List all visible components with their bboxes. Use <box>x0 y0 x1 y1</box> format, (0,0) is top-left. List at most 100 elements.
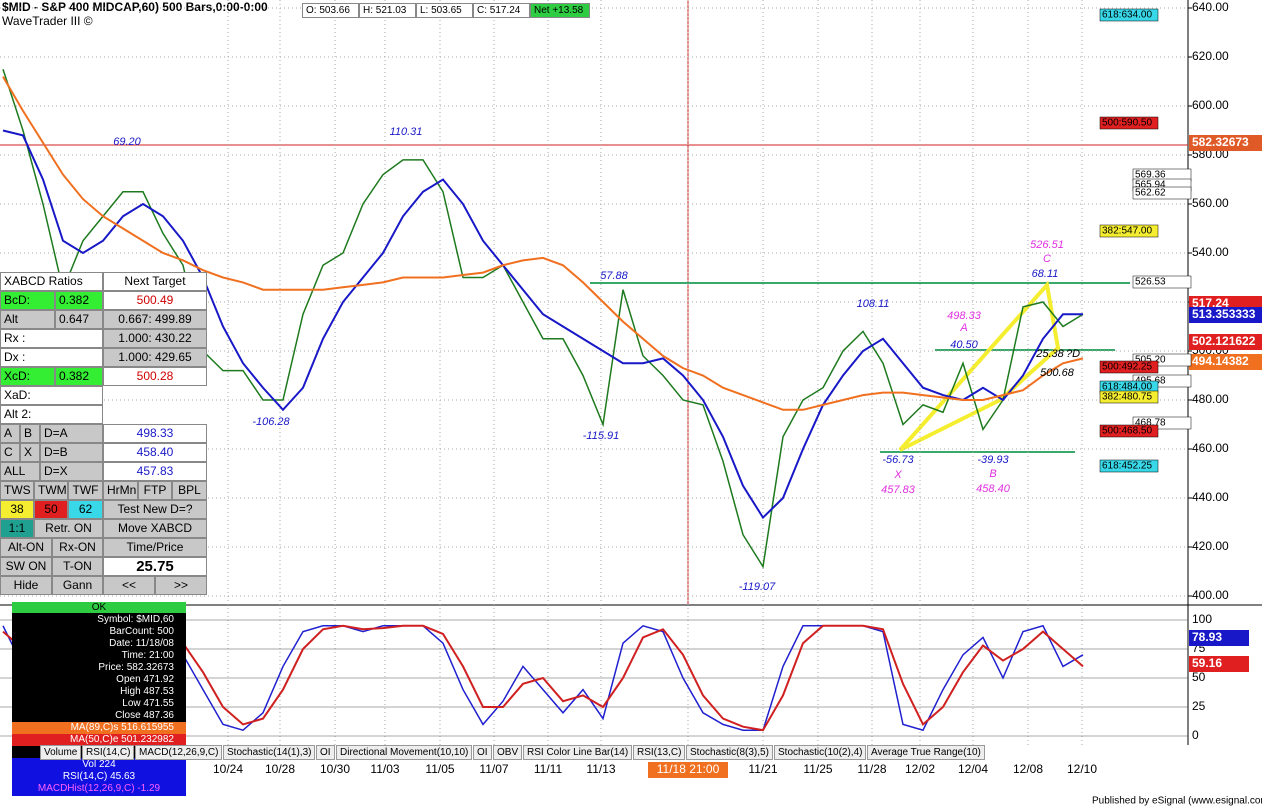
ratio-cell: Rx : <box>0 329 103 348</box>
pattern-label: A <box>959 322 967 334</box>
panel-button[interactable]: TWS <box>0 481 34 500</box>
y-tick-label: 540.00 <box>1192 245 1229 259</box>
level-label: 382:547.00 <box>1102 226 1152 237</box>
panel-button[interactable]: T-ON <box>52 557 103 576</box>
ratio-cell: D=B <box>40 443 103 462</box>
panel-button[interactable]: HrMn <box>103 481 138 500</box>
panel-button[interactable]: 62 <box>68 500 103 519</box>
panel-button[interactable]: SW ON <box>0 557 52 576</box>
level-box <box>1099 224 1159 238</box>
pattern-label: 40.50 <box>950 339 978 351</box>
x-tick-label: 10/24 <box>213 762 243 776</box>
chart-subtitle: WaveTrader III © <box>2 14 93 28</box>
ratio-cell: A <box>0 424 20 443</box>
ratio-cell: 0.647 <box>55 310 103 329</box>
panel-button[interactable]: >> <box>155 576 207 595</box>
panel-button[interactable]: TWM <box>34 481 68 500</box>
ratio-cell: 500.28 <box>103 367 207 386</box>
level-label: 500:590.50 <box>1102 118 1152 129</box>
tab[interactable]: MACD(12,26,9,C) <box>135 745 223 760</box>
pattern-label: 69.20 <box>113 136 141 148</box>
tab[interactable]: RSI(14,C) <box>82 745 135 760</box>
ratio-cell: 0.667: 499.89 <box>103 310 207 329</box>
level-label: 618:634.00 <box>1102 10 1152 21</box>
panel-button[interactable]: << <box>103 576 155 595</box>
panel-button[interactable]: BPL <box>172 481 207 500</box>
data-line: MA(89,C)s 516.615955 <box>12 722 186 734</box>
status: OK <box>12 602 186 613</box>
level-label: 569.36 <box>1135 170 1166 181</box>
tab[interactable]: OBV <box>493 745 523 760</box>
panel-button[interactable]: 38 <box>0 500 34 519</box>
indicator-label-bg <box>1189 630 1249 646</box>
tab[interactable]: Stochastic(10(2),4) <box>774 745 867 760</box>
data-line: High 487.53 <box>120 686 174 697</box>
data-line: Symbol: $MID,60 <box>97 614 174 625</box>
panel-button[interactable]: FTP <box>138 481 172 500</box>
level-label: 500:468.50 <box>1102 426 1152 437</box>
ratio-cell: Alt 2: <box>0 405 103 424</box>
x-tick-label: 11/28 <box>857 762 886 776</box>
x-tick-label: 10/28 <box>265 762 295 776</box>
panel-button[interactable]: 1:1 <box>0 519 34 538</box>
panel-button[interactable]: Alt-ON <box>0 538 52 557</box>
ratio-cell: 498.33 <box>103 424 207 443</box>
indicator-label-bg <box>1189 656 1249 672</box>
panel-button[interactable]: Hide <box>0 576 52 595</box>
ratio-cell: 458.40 <box>103 443 207 462</box>
level-label: 500:492.25 <box>1102 362 1152 373</box>
panel-button[interactable]: TWF <box>68 481 103 500</box>
tab[interactable]: RSI Color Line Bar(14) <box>523 745 633 760</box>
pattern-label: 57.88 <box>600 270 628 282</box>
indicator-box <box>12 758 186 796</box>
panel-button[interactable]: Test New D=? <box>103 500 207 519</box>
ratio-cell: C <box>0 443 20 462</box>
ratio-cell: 1.000: 430.22 <box>103 329 207 348</box>
price-label-bg <box>1189 354 1262 370</box>
x-tick-label: 12/08 <box>1013 762 1043 776</box>
y-tick-label: 640.00 <box>1192 0 1229 14</box>
pattern-label: -56.73 <box>882 454 914 466</box>
panel-button[interactable]: Rx-ON <box>52 538 103 557</box>
tab[interactable]: OI <box>473 745 492 760</box>
ratio-cell: 0.382 <box>55 367 103 386</box>
tab[interactable]: RSI(13,C) <box>633 745 686 760</box>
series-line <box>2 76 1084 411</box>
y-tick-label: 50 <box>1192 670 1206 684</box>
panel-button[interactable]: Time/Price <box>103 538 207 557</box>
price-label-bg <box>1189 334 1262 350</box>
panel-button[interactable]: Retr. ON <box>34 519 103 538</box>
level-box <box>1099 116 1159 130</box>
panel-button[interactable]: 25.75 <box>103 557 207 576</box>
data-line: Price: 582.32673 <box>98 662 174 673</box>
ratio-cell: 500.49 <box>103 291 207 310</box>
panel-button[interactable]: Gann <box>52 576 103 595</box>
pattern-shape <box>898 280 1061 452</box>
tab[interactable]: Volume <box>40 745 82 760</box>
level-box <box>1099 424 1159 438</box>
price-label: 502.121622 <box>1192 334 1256 348</box>
indicator-label: 59.16 <box>1192 656 1222 670</box>
tab[interactable]: Stochastic(14(1),3) <box>223 745 316 760</box>
tab[interactable]: Stochastic(8(3),5) <box>686 745 773 760</box>
y-tick-label: 100 <box>1192 612 1212 626</box>
ohlc-value: H: 521.03 <box>359 3 416 18</box>
indicator-line: Vol 224 <box>82 759 116 770</box>
price-label-bg <box>1189 307 1262 323</box>
tab[interactable]: Directional Movement(10,10) <box>336 745 473 760</box>
price-label: 517.24 <box>1192 296 1229 310</box>
ratio-cell: XABCD Ratios <box>0 272 103 291</box>
ratio-cell: B <box>20 424 40 443</box>
x-tick-label: 11/11 <box>534 762 563 776</box>
level-label: 565.94 <box>1135 180 1166 191</box>
panel-button[interactable]: 50 <box>34 500 68 519</box>
tab[interactable]: Average True Range(10) <box>867 745 985 760</box>
panel-button[interactable]: Move XABCD <box>103 519 207 538</box>
tab[interactable]: OI <box>316 745 335 760</box>
ohlc-value: L: 503.65 <box>416 3 473 18</box>
level-box <box>1099 8 1159 22</box>
ohlc-value: O: 503.66 <box>302 3 359 18</box>
pattern-label: 458.40 <box>976 483 1011 495</box>
